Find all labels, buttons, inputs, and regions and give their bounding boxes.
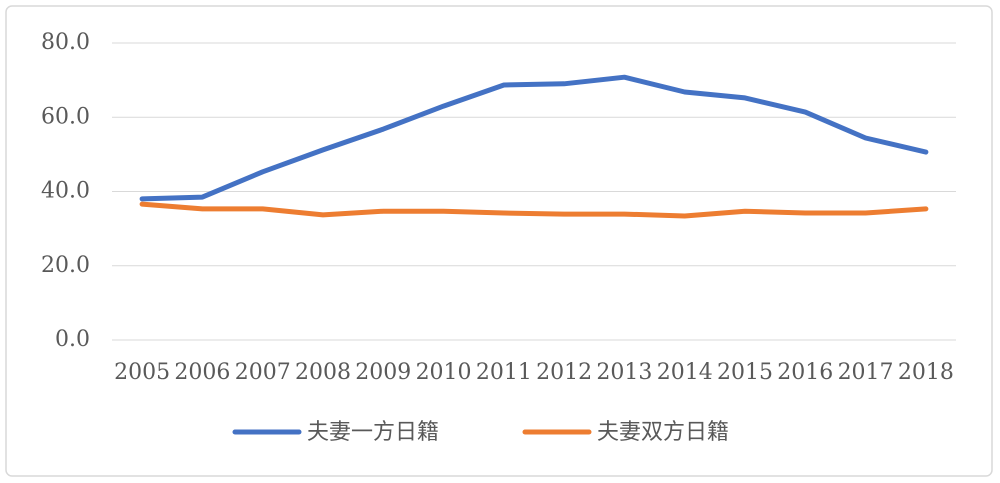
legend-label: 夫妻一方日籍: [307, 420, 439, 445]
y-tick-label: 20.0: [41, 253, 90, 278]
x-tick-label: 2016: [777, 360, 833, 385]
x-tick-label: 2010: [416, 360, 472, 385]
data-line: [139, 74, 929, 202]
data-line: [139, 201, 929, 219]
x-tick-label: 2011: [476, 360, 532, 385]
y-tick-label: 0.0: [55, 327, 90, 352]
y-tick-label: 60.0: [41, 104, 90, 129]
x-tick-label: 2018: [898, 360, 954, 385]
x-tick-label: 2012: [536, 360, 592, 385]
x-tick-label: 2013: [596, 360, 652, 385]
x-tick-label: 2009: [355, 360, 411, 385]
x-tick-label: 2014: [657, 360, 713, 385]
x-tick-label: 2017: [838, 360, 894, 385]
x-tick-label: 2008: [295, 360, 351, 385]
x-tick-label: 2006: [174, 360, 230, 385]
y-tick-label: 40.0: [41, 179, 90, 204]
x-tick-label: 2007: [235, 360, 291, 385]
x-tick-label: 2015: [717, 360, 773, 385]
x-tick-label: 2005: [114, 360, 170, 385]
y-tick-label: 80.0: [41, 30, 90, 55]
chart-border: [5, 5, 993, 477]
legend-label: 夫妻双方日籍: [597, 420, 729, 445]
